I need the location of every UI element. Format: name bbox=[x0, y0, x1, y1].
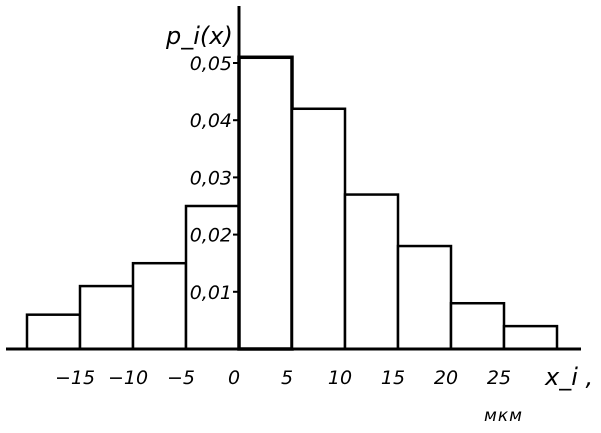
histogram-bar bbox=[237, 55, 294, 351]
histogram-bar bbox=[78, 284, 135, 351]
x-tick-label: 15 bbox=[381, 367, 405, 389]
histogram-bar bbox=[25, 313, 82, 351]
y-axis-label: p_i(x) bbox=[165, 22, 233, 50]
x-ticks: −15 −10 −5 0 5 10 15 20 25 bbox=[55, 367, 511, 389]
x-tick-label: 20 bbox=[434, 367, 458, 389]
x-tick-label: −5 bbox=[167, 367, 195, 389]
x-tick-label: 0 bbox=[228, 367, 240, 389]
histogram-bar bbox=[502, 324, 559, 351]
y-tick-label: 0,03 bbox=[190, 167, 232, 189]
y-tick-label: 0,02 bbox=[190, 225, 232, 247]
y-tick-label: 0,04 bbox=[190, 110, 232, 132]
y-ticks: 0,01 0,02 0,03 0,04 0,05 bbox=[190, 53, 239, 304]
x-axis-unit: мкм bbox=[484, 406, 523, 426]
x-tick-label: 10 bbox=[328, 367, 352, 389]
x-axis-label: x_i , bbox=[544, 363, 593, 391]
histogram-bar bbox=[290, 107, 347, 351]
histogram-bar bbox=[343, 193, 400, 351]
x-tick-label: −15 bbox=[55, 367, 95, 389]
x-tick-label: 25 bbox=[487, 367, 511, 389]
histogram-bar bbox=[396, 244, 453, 351]
x-tick-label: −10 bbox=[108, 367, 148, 389]
y-tick-label: 0,05 bbox=[190, 53, 232, 75]
histogram-bars bbox=[25, 55, 559, 351]
histogram-bar bbox=[131, 261, 188, 351]
x-tick-label: 5 bbox=[281, 367, 293, 389]
y-tick-label: 0,01 bbox=[190, 282, 232, 304]
histogram-bar bbox=[184, 204, 241, 351]
histogram-bar bbox=[449, 301, 506, 351]
